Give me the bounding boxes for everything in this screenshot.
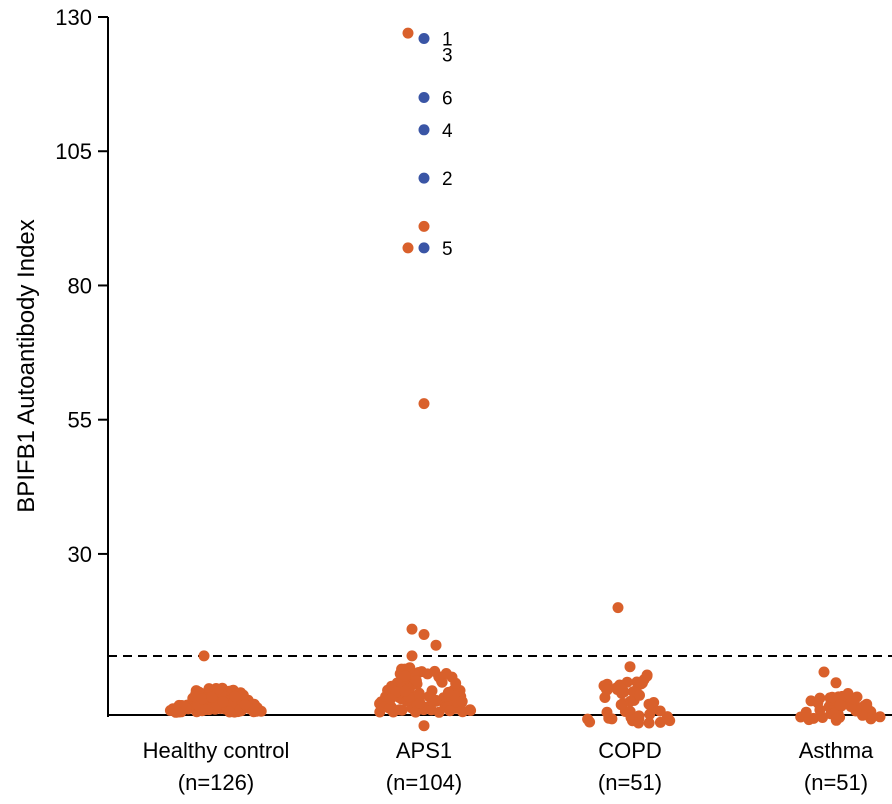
data-point [456,695,468,707]
data-point [634,689,645,701]
data-point [402,242,414,254]
data-point [601,684,613,696]
data-point [643,717,655,729]
data-point [800,706,812,718]
data-point [643,698,655,710]
data-point [402,27,414,39]
data-point [615,699,627,711]
data-point [830,677,842,689]
data-point [410,675,422,687]
data-point [430,639,442,651]
data-point [196,693,208,705]
data-point [383,702,395,714]
data-point [212,684,224,695]
y-tick-label: 80 [68,273,92,298]
data-point [239,699,251,710]
data-point [606,713,618,725]
highlighted-point [418,33,430,44]
data-point [444,705,456,717]
x-category-label: APS1 [396,738,452,763]
y-tick-label: 130 [55,5,92,30]
point-label: 4 [442,121,453,142]
data-point [654,705,666,717]
data-point [206,691,218,703]
data-point [406,623,418,635]
data-point [426,694,438,706]
data-point [450,677,462,689]
data-point [374,706,386,718]
data-point [237,689,249,701]
point-label: 2 [442,169,453,190]
data-point [615,683,627,695]
data-point [814,704,826,716]
point-label: 1 [442,30,453,51]
data-point [826,691,838,703]
data-point [818,666,830,678]
data-point [830,713,842,725]
y-tick-label: 105 [55,139,92,164]
x-category-count: (n=51) [804,770,868,795]
highlighted-point [418,124,430,136]
plot-area: 30 55 80 105 130 BPIFB1 Autoantibody Index Hea… [13,5,892,795]
data-point [384,693,396,705]
x-category-label: COPD [598,738,662,763]
data-point [464,704,476,716]
highlighted-point [418,92,430,103]
data-point [842,688,854,699]
y-tick-label: 30 [68,542,92,567]
data-point [418,720,430,732]
y-axis-title: BPIFB1 Autoantibody Index [13,219,40,513]
data-point [171,706,183,718]
data-point [418,220,430,232]
data-point [834,699,846,711]
data-point [414,697,426,709]
data-point [805,695,817,707]
x-category-count: (n=51) [598,770,662,795]
data-point [394,704,406,716]
data-point [612,602,624,614]
point-label: 6 [442,89,453,110]
data-point [633,717,644,729]
point-label: 5 [442,239,453,260]
data-point [418,629,430,640]
highlighted-point [418,172,430,184]
x-category-count: (n=104) [386,770,462,795]
data-point [217,696,229,708]
highlighted-point [418,242,430,254]
point-label: 3 [442,46,453,67]
data-point [200,704,211,716]
data-point [867,711,878,723]
data-point [644,708,656,720]
x-category-count: (n=126) [178,770,254,795]
data-point [636,677,648,689]
x-category-label: Asthma [799,738,874,763]
data-point [198,650,210,662]
data-point [429,665,441,677]
data-point [861,698,873,710]
data-point [399,685,411,697]
data-point [399,670,411,682]
data-point [410,706,422,718]
data-point [229,690,241,702]
data-point [442,686,454,698]
data-point [440,668,452,679]
data-point [624,661,636,673]
data-point [814,692,826,704]
data-point [406,650,418,662]
data-point [418,398,430,410]
y-tick-label: 55 [68,408,92,433]
data-point [584,716,596,728]
data-point [433,706,445,718]
x-category-label: Healthy control [143,738,290,763]
data-point [224,706,236,718]
